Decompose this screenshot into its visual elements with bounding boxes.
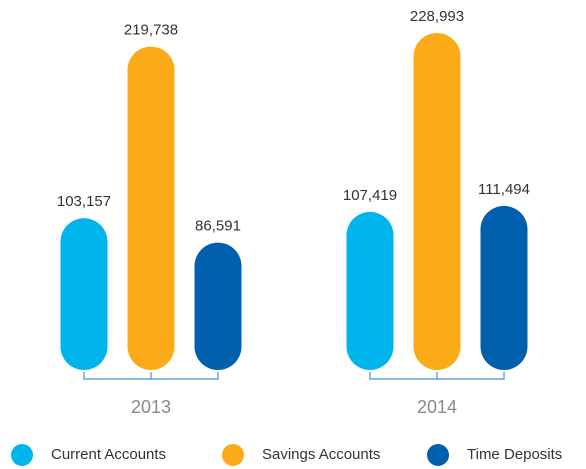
- legend-label: Time Deposits: [467, 446, 562, 463]
- bar: [413, 33, 461, 370]
- value-label: 111,494: [478, 181, 530, 198]
- legend-label: Savings Accounts: [262, 446, 380, 463]
- legend-swatch: [427, 444, 449, 466]
- legend-label: Current Accounts: [51, 446, 166, 463]
- bracket: [369, 372, 505, 380]
- value-label: 103,157: [57, 193, 111, 210]
- value-label: 107,419: [343, 187, 397, 204]
- value-label: 86,591: [195, 218, 241, 235]
- bar: [127, 46, 175, 371]
- bar: [480, 205, 528, 370]
- bar: [346, 211, 394, 370]
- legend-swatch: [11, 444, 33, 466]
- legend-swatch: [222, 444, 244, 466]
- x-tick-label: 2013: [131, 397, 171, 417]
- x-tick-label: 2014: [417, 397, 457, 417]
- bracket: [83, 372, 219, 380]
- value-label: 219,738: [124, 22, 178, 39]
- bar: [194, 242, 242, 370]
- bar: [60, 218, 108, 370]
- value-label: 228,993: [410, 8, 464, 25]
